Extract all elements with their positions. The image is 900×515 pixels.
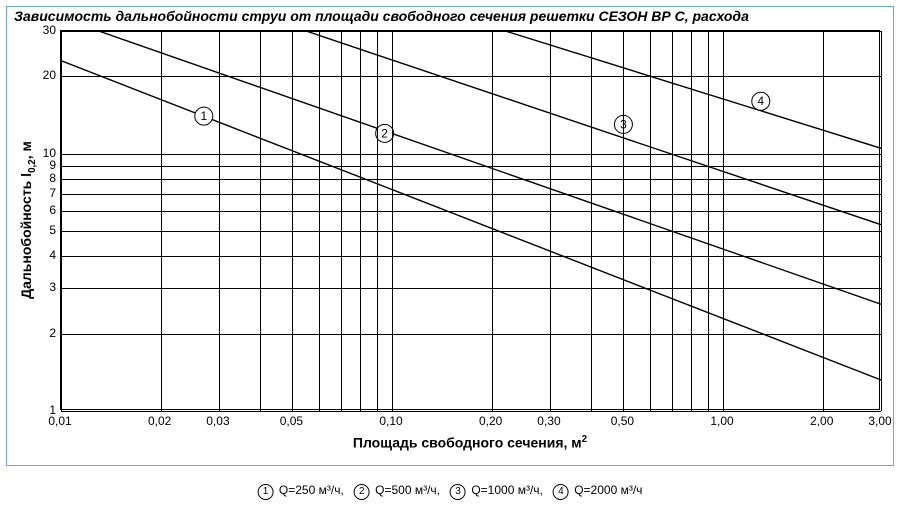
svg-text:2: 2: [381, 126, 388, 140]
y-tick-label: 4: [30, 248, 56, 262]
x-axis-label: Площадь свободного сечения, м2: [353, 434, 587, 451]
chart-root: Зависимость дальнобойности струи от площ…: [0, 0, 900, 515]
svg-text:4: 4: [757, 94, 764, 108]
x-gridline: [823, 31, 824, 411]
x-tick-label: 0,50: [611, 414, 634, 428]
legend-text-2: Q=500 м³/ч,: [372, 483, 440, 497]
y-gridline: [61, 76, 881, 77]
x-gridline: [492, 31, 493, 411]
x-tick-label: 0,10: [379, 414, 402, 428]
y-tick-label: 7: [30, 186, 56, 200]
x-tick-label: 2,00: [810, 414, 833, 428]
y-tick-label: 2: [30, 326, 56, 340]
x-tick-label: 3,00: [868, 414, 891, 428]
y-gridline: [61, 231, 881, 232]
x-gridline: [377, 31, 378, 411]
y-gridline: [61, 211, 881, 212]
legend-item-2: 2 Q=500 м³/ч,: [354, 483, 440, 500]
x-gridline: [650, 31, 651, 411]
y-gridline: [61, 411, 881, 412]
x-tick-label: 0,02: [148, 414, 171, 428]
svg-text:1: 1: [200, 109, 207, 123]
x-gridline: [161, 31, 162, 411]
x-gridline: [260, 31, 261, 411]
y-tick-label: 8: [30, 171, 56, 185]
legend-marker-2: 2: [354, 484, 370, 500]
y-tick-label: 1: [30, 403, 56, 417]
legend-text-3: Q=1000 м³/ч,: [468, 483, 543, 497]
chart-title: Зависимость дальнобойности струи от площ…: [14, 8, 755, 24]
x-gridline: [672, 31, 673, 411]
y-gridline: [61, 194, 881, 195]
x-gridline: [550, 31, 551, 411]
x-gridline: [881, 31, 882, 411]
legend-item-3: 3 Q=1000 м³/ч,: [450, 483, 543, 500]
x-gridline: [360, 31, 361, 411]
x-gridline: [61, 31, 62, 411]
x-tick-label: 0,03: [206, 414, 229, 428]
legend: 1 Q=250 м³/ч, 2 Q=500 м³/ч, 3 Q=1000 м³/ч,…: [258, 483, 643, 500]
x-gridline: [708, 31, 709, 411]
x-gridline: [319, 31, 320, 411]
y-gridline: [61, 288, 881, 289]
x-gridline: [292, 31, 293, 411]
y-tick-label: 10: [30, 146, 56, 160]
x-gridline: [691, 31, 692, 411]
x-gridline: [341, 31, 342, 411]
legend-text-4: Q=2000 м³/ч: [571, 483, 643, 497]
y-tick-label: 3: [30, 280, 56, 294]
x-tick-label: 1,00: [710, 414, 733, 428]
y-gridline: [61, 31, 881, 32]
y-tick-label: 6: [30, 203, 56, 217]
x-gridline: [219, 31, 220, 411]
y-tick-label: 20: [30, 68, 56, 82]
legend-item-1: 1 Q=250 м³/ч,: [258, 483, 344, 500]
series-marker-4: 4: [752, 92, 770, 110]
y-gridline: [61, 334, 881, 335]
y-gridline: [61, 154, 881, 155]
x-gridline: [392, 31, 393, 411]
y-gridline: [61, 166, 881, 167]
y-gridline: [61, 256, 881, 257]
y-tick-label: 5: [30, 223, 56, 237]
x-tick-label: 0,20: [479, 414, 502, 428]
legend-item-4: 4 Q=2000 м³/ч: [553, 483, 643, 500]
legend-marker-1: 1: [258, 484, 274, 500]
x-gridline: [591, 31, 592, 411]
series-marker-2: 2: [376, 124, 394, 142]
y-tick-label: 30: [30, 23, 56, 37]
legend-text-1: Q=250 м³/ч,: [276, 483, 344, 497]
series-line-4: [505, 31, 881, 148]
legend-marker-3: 3: [450, 484, 466, 500]
x-gridline: [723, 31, 724, 411]
x-gridline: [623, 31, 624, 411]
x-tick-label: 0,05: [280, 414, 303, 428]
plot-area: 1234: [60, 30, 880, 410]
x-tick-label: 0,30: [537, 414, 560, 428]
legend-marker-4: 4: [553, 484, 569, 500]
series-line-2: [99, 31, 881, 304]
series-marker-1: 1: [195, 107, 213, 125]
plot-svg: 1234: [61, 31, 881, 411]
y-gridline: [61, 179, 881, 180]
